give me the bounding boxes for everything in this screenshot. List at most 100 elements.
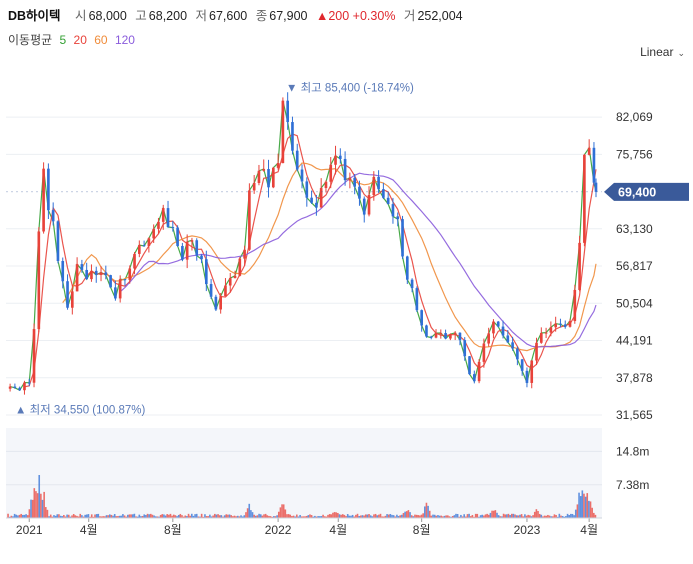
x-tick-label: 4월 — [329, 523, 347, 537]
volume-bar — [297, 516, 300, 518]
scale-selector[interactable]: Linear ⌄ — [640, 45, 685, 59]
candle-body — [142, 245, 146, 247]
volume-bar — [348, 515, 351, 518]
volume-bar — [376, 515, 379, 518]
volume-bar — [328, 514, 331, 518]
ma-60-line — [62, 162, 597, 352]
candle-body — [549, 327, 553, 333]
y-tick-label: 50,504 — [616, 296, 653, 310]
volume-bar — [309, 514, 311, 518]
volume-bar — [433, 514, 436, 518]
volume-bar — [41, 499, 44, 518]
candle-body — [554, 323, 557, 328]
volume-bar — [315, 516, 318, 518]
candle-body — [367, 195, 371, 215]
volume-bar — [294, 516, 296, 518]
candle-body — [94, 270, 98, 275]
volume-bar — [378, 514, 380, 518]
volume-bar — [456, 513, 459, 518]
volume-bar — [179, 513, 182, 518]
candle-body — [276, 163, 280, 168]
candle-body — [70, 291, 74, 308]
volume-bar — [191, 513, 193, 518]
volume-bar — [412, 516, 415, 518]
volume-bar — [430, 515, 433, 518]
volume-bar — [394, 516, 397, 518]
volume-bar — [87, 514, 90, 518]
volume-bar — [195, 513, 198, 518]
open-label: 시 — [75, 9, 87, 23]
volume-bar — [345, 516, 347, 518]
candle-body — [439, 333, 443, 335]
volume-bar — [72, 514, 75, 518]
volume-bar — [312, 516, 315, 518]
volume-bar — [268, 515, 270, 518]
candle-body — [166, 208, 170, 228]
volume-bar — [22, 514, 24, 518]
candle-body — [530, 360, 534, 383]
volume-bar — [140, 516, 142, 518]
candle-body — [568, 321, 572, 327]
volume-bar — [332, 512, 334, 518]
close-value: 67,900 — [269, 9, 308, 23]
ma-20-toggle[interactable]: 20 — [73, 33, 87, 47]
volume-bar — [424, 506, 426, 518]
volume-bar — [540, 514, 543, 518]
ma-legend-label: 이동평균 — [8, 33, 53, 47]
ma-5-toggle[interactable]: 5 — [59, 33, 67, 47]
candle-body — [18, 387, 21, 391]
x-tick-label: 4월 — [580, 523, 598, 537]
volume-bar — [149, 513, 152, 518]
volume-bar — [578, 492, 580, 518]
volume-bar — [279, 507, 282, 518]
volume-bar — [545, 515, 548, 518]
candle-body — [118, 279, 122, 299]
volume-bar — [333, 512, 336, 518]
x-tick-label: 2023 — [514, 523, 541, 537]
volume-bar — [69, 516, 72, 518]
volume-bar — [86, 514, 88, 518]
x-tick-label: 8월 — [164, 523, 182, 537]
volume-bar — [593, 512, 595, 518]
volume-bar — [305, 515, 308, 518]
volume-bar — [166, 514, 169, 518]
volume-bar — [584, 496, 587, 518]
volume-bar — [427, 505, 429, 518]
candle-body — [171, 227, 175, 229]
volume-bar — [168, 514, 170, 518]
y-tick-label: 63,130 — [616, 222, 653, 236]
volume-bar — [410, 515, 413, 518]
volume-bar — [581, 490, 584, 518]
volume-bar — [146, 513, 149, 518]
candle-body — [506, 335, 510, 343]
volume-bar — [120, 515, 123, 518]
volume-bar — [458, 516, 461, 518]
volume-bar — [391, 514, 393, 518]
volume-bar — [304, 516, 306, 518]
volume-bar — [471, 514, 474, 518]
candle-body — [243, 249, 246, 259]
volume-bar — [10, 515, 13, 518]
volume-bar — [466, 514, 469, 518]
volume-bar — [240, 515, 242, 518]
volume-bar — [227, 514, 229, 518]
candle-body — [516, 348, 519, 360]
volume-bar — [460, 514, 462, 518]
candle-body — [56, 221, 60, 261]
volume-bar — [438, 515, 441, 518]
volume-bar — [241, 516, 244, 518]
candle-body — [176, 227, 179, 246]
volume-bar — [520, 514, 523, 518]
candle-body — [99, 272, 103, 275]
volume-bar — [248, 503, 251, 518]
volume-bar — [497, 515, 500, 518]
volume-bar — [463, 514, 465, 518]
volume-bar — [251, 512, 254, 518]
volume-bar — [548, 515, 551, 518]
ma-120-toggle[interactable]: 120 — [114, 33, 135, 47]
volume-bar — [205, 516, 208, 518]
ma-60-toggle[interactable]: 60 — [94, 33, 108, 47]
volume-bar — [414, 514, 416, 518]
volume-bar — [296, 514, 298, 518]
